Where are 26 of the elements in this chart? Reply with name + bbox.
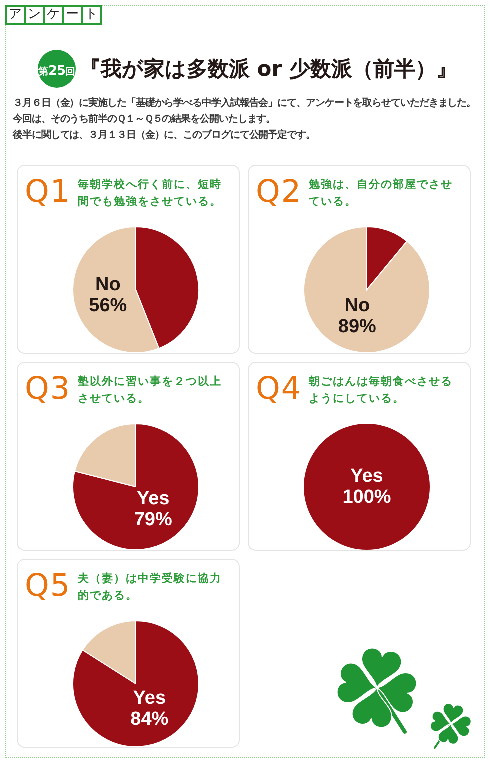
chart-title: Q2 xyxy=(256,174,302,210)
text: ３月６日（金）に実施した「基礎から学べる中学入試報告会」にて、アンケートを取らせていただきました。 xyxy=(13,96,478,111)
text: 『我が家は多数派 or 少数派（前半）』 xyxy=(80,56,458,83)
chart-subtitle: 塾以外に習い事を２つ以上させている。 xyxy=(78,374,223,407)
data-label: 100% xyxy=(342,487,392,508)
data-label: 89% xyxy=(338,316,377,338)
text: 後半に関しては、３月１３日（金）に、このブログにて公開予定です。 xyxy=(13,128,316,143)
slice-label: Yes xyxy=(136,488,170,510)
chart-subtitle: 朝ごはんは毎朝食べさせるようにしている。 xyxy=(309,374,454,407)
text: 今回は、そのうち前半のＱ１～Ｑ５の結果を公開いたします。 xyxy=(13,112,277,127)
data-label: 56% xyxy=(89,295,128,316)
chart-title: Q4 xyxy=(256,371,302,407)
chart-title: Q1 xyxy=(25,174,72,210)
slice-label: No xyxy=(95,274,121,296)
text: アンケート xyxy=(5,5,104,25)
slice-label: Yes xyxy=(133,688,166,709)
data-label: 84% xyxy=(130,708,169,730)
slice-label: Yes xyxy=(350,466,384,487)
chart-subtitle: 毎朝学校へ行く前に、短時間でも勉強をさせている。 xyxy=(78,177,223,210)
chart-title: Q3 xyxy=(25,371,72,407)
chart-title: Q5 xyxy=(25,568,72,604)
slice-label: No xyxy=(344,296,370,317)
chart-subtitle: 夫（妻）は中学受験に協力的である。 xyxy=(78,571,223,604)
text: 第25回 xyxy=(38,64,76,78)
data-label: 79% xyxy=(134,509,172,530)
chart-subtitle: 勉強は、自分の部屋でさせている。 xyxy=(309,177,454,210)
